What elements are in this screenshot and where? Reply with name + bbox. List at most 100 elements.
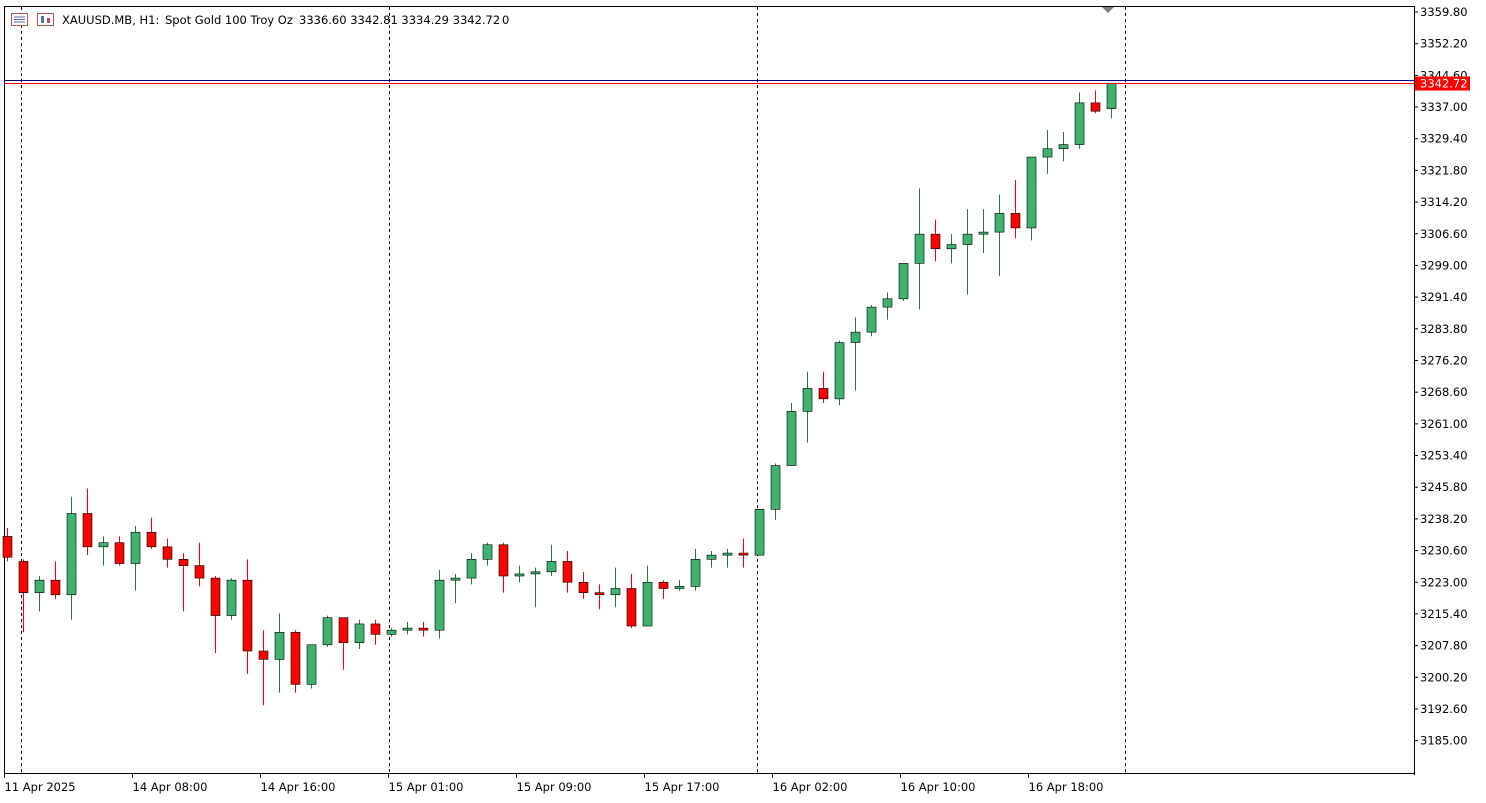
bear-candle-body bbox=[658, 581, 669, 589]
time-axis[interactable]: 11 Apr 2025 14 Apr 08:00 14 Apr 16:00 15 Ap… bbox=[4, 774, 1104, 794]
bull-candle-body bbox=[642, 581, 653, 627]
price-tick-label: 3352.20 bbox=[1420, 37, 1468, 51]
bear-candle-body bbox=[18, 561, 29, 593]
bull-candle-body bbox=[834, 342, 845, 400]
bear-candle-body bbox=[210, 577, 221, 616]
bull-candle-body bbox=[914, 233, 925, 264]
bull-candle-body bbox=[898, 263, 909, 300]
price-tick-label: 3238.20 bbox=[1420, 512, 1468, 526]
time-tick-label: 11 Apr 2025 bbox=[5, 780, 76, 794]
bull-candle-body bbox=[546, 561, 557, 573]
bear-candle-body bbox=[578, 581, 589, 593]
candlestick-chart-icon bbox=[37, 13, 54, 26]
price-tick-label: 3283.80 bbox=[1420, 322, 1468, 336]
bull-candle-body bbox=[610, 588, 621, 596]
bear-candle-body bbox=[738, 552, 749, 556]
price-axis[interactable]: 3359.803352.203344.603337.003329.403321.… bbox=[1414, 5, 1470, 748]
price-tick-label: 3185.00 bbox=[1420, 734, 1468, 748]
price-tick-label: 3230.60 bbox=[1420, 544, 1468, 558]
price-lines bbox=[4, 80, 1414, 84]
bull-candle-body bbox=[482, 544, 493, 560]
time-tick-label: 16 Apr 10:00 bbox=[901, 780, 976, 794]
period-separators bbox=[21, 7, 1126, 774]
current-price-badge bbox=[1415, 76, 1470, 91]
bear-candle-body bbox=[626, 588, 637, 627]
price-tick-label: 3268.60 bbox=[1420, 385, 1468, 399]
bull-candle-body bbox=[402, 627, 413, 631]
bear-candle-body bbox=[290, 631, 301, 685]
bull-candle-body bbox=[530, 571, 541, 575]
bear-candle-body bbox=[594, 592, 605, 596]
bull-candle-body bbox=[226, 579, 237, 616]
bull-candle-body bbox=[962, 233, 973, 245]
current-price-label: 3342.72 bbox=[1420, 77, 1468, 91]
price-tick-label: 3306.60 bbox=[1420, 227, 1468, 241]
bull-candle-body bbox=[1058, 144, 1069, 150]
price-tick-label: 3200.20 bbox=[1420, 670, 1468, 684]
bear-candle-body bbox=[338, 617, 349, 643]
bear-candle-body bbox=[562, 561, 573, 583]
bear-candle-body bbox=[930, 233, 941, 250]
bull-candle-body bbox=[1106, 82, 1117, 110]
bear-candle-body bbox=[50, 579, 61, 596]
price-tick-label: 3223.00 bbox=[1420, 575, 1468, 589]
bull-candle-body bbox=[690, 559, 701, 587]
bull-candle-body bbox=[978, 231, 989, 235]
bull-candle-body bbox=[882, 298, 893, 308]
time-tick-label: 15 Apr 17:00 bbox=[645, 780, 720, 794]
bull-candle-body bbox=[770, 465, 781, 510]
time-tick-label: 14 Apr 08:00 bbox=[133, 780, 208, 794]
bull-candle-body bbox=[354, 623, 365, 643]
bull-candle-body bbox=[706, 554, 717, 560]
price-tick-label: 3359.80 bbox=[1420, 5, 1468, 19]
price-tick-label: 3299.00 bbox=[1420, 258, 1468, 272]
bull-candle-body bbox=[866, 306, 877, 333]
bear-candle-body bbox=[498, 544, 509, 577]
plot-area[interactable] bbox=[4, 6, 1415, 774]
price-tick-label: 3291.40 bbox=[1420, 290, 1468, 304]
bear-candle-body bbox=[418, 627, 429, 631]
bull-candle-body bbox=[802, 388, 813, 412]
price-tick-label: 3253.40 bbox=[1420, 449, 1468, 463]
bear-candle-body bbox=[178, 559, 189, 566]
time-tick-label: 15 Apr 09:00 bbox=[517, 780, 592, 794]
bear-candle-body bbox=[114, 542, 125, 564]
chart-header: XAUUSD.MB, H1: Spot Gold 100 Troy Oz 333… bbox=[11, 13, 509, 27]
bull-candle-body bbox=[1042, 148, 1053, 158]
bear-candle-body bbox=[2, 536, 13, 558]
bull-candle-body bbox=[386, 629, 397, 635]
bull-candle-body bbox=[322, 617, 333, 646]
bull-candle-body bbox=[98, 542, 109, 548]
price-tick-label: 3192.60 bbox=[1420, 702, 1468, 716]
candles bbox=[2, 82, 1117, 706]
chart-window-icon bbox=[11, 13, 28, 26]
bull-candle-body bbox=[450, 577, 461, 581]
bull-candle-body bbox=[306, 644, 317, 685]
symbol-description: Spot Gold 100 Troy Oz bbox=[165, 13, 293, 27]
price-tick-label: 3245.80 bbox=[1420, 480, 1468, 494]
bear-candle-body bbox=[370, 623, 381, 635]
price-tick-label: 3337.00 bbox=[1420, 100, 1468, 114]
bear-candle-body bbox=[146, 531, 157, 548]
bull-candle-body bbox=[786, 411, 797, 466]
bull-candle-body bbox=[1026, 156, 1037, 229]
bear-candle-body bbox=[194, 565, 205, 579]
bear-candle-body bbox=[818, 388, 829, 400]
bull-candle-body bbox=[274, 631, 285, 660]
bear-candle-body bbox=[1090, 102, 1101, 112]
time-tick-label: 15 Apr 01:00 bbox=[389, 780, 464, 794]
time-tick-label: 16 Apr 18:00 bbox=[1029, 780, 1104, 794]
bull-candle-body bbox=[1074, 102, 1085, 145]
volume-readout: 0 bbox=[502, 13, 509, 27]
price-tick-label: 3261.00 bbox=[1420, 417, 1468, 431]
price-tick-label: 3321.80 bbox=[1420, 163, 1468, 177]
time-tick-label: 14 Apr 16:00 bbox=[261, 780, 336, 794]
bull-candle-body bbox=[722, 552, 733, 556]
bear-candle-body bbox=[242, 579, 253, 652]
bull-candle-body bbox=[994, 213, 1005, 233]
bull-candle-body bbox=[754, 509, 765, 556]
chart-shift-marker-icon[interactable] bbox=[1102, 7, 1114, 13]
ohlc-readout: 3336.60 3342.81 3334.29 3342.72 bbox=[299, 13, 500, 27]
